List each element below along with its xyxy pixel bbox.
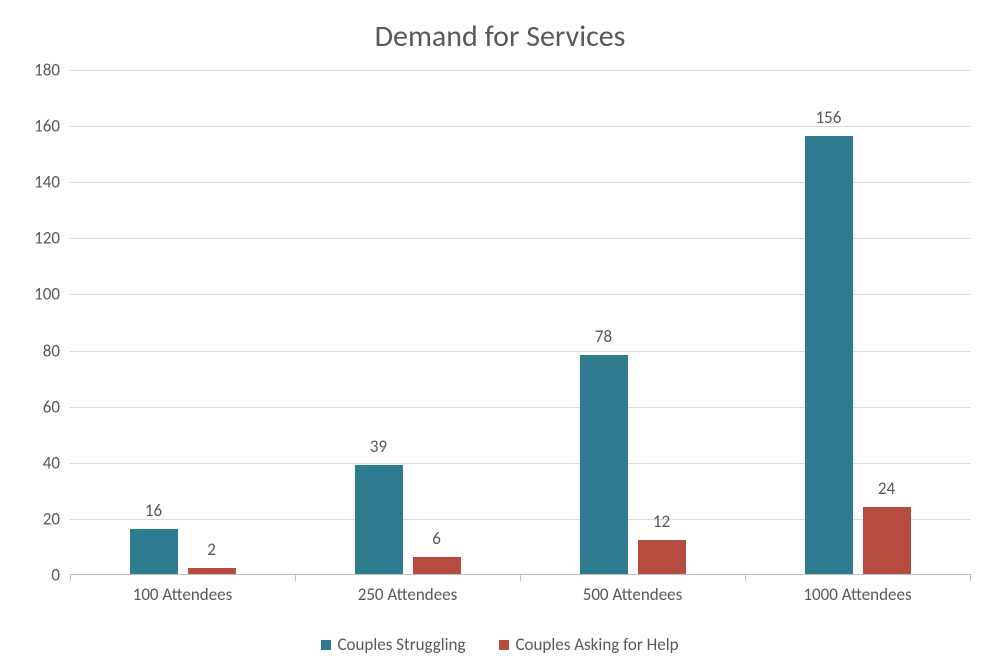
gridline <box>70 70 970 71</box>
bar: 16 <box>130 529 178 574</box>
bar: 24 <box>863 507 911 574</box>
y-tick-label: 160 <box>34 116 60 137</box>
bar: 156 <box>805 136 853 574</box>
bar-value-label: 6 <box>432 528 441 549</box>
bar-value-label: 78 <box>595 326 612 347</box>
legend-label: Couples Asking for Help <box>515 634 678 655</box>
legend-swatch <box>321 640 331 650</box>
y-tick-label: 0 <box>51 565 60 586</box>
bar-value-label: 156 <box>816 107 842 128</box>
legend-label: Couples Struggling <box>337 634 465 655</box>
plot-area: 020406080100120140160180162100 Attendees… <box>70 70 970 575</box>
x-tick-mark <box>745 574 746 581</box>
bar: 39 <box>355 465 403 574</box>
y-tick-label: 180 <box>34 60 60 81</box>
x-tick-label: 500 Attendees <box>583 584 683 605</box>
bar: 12 <box>638 540 686 574</box>
bar-value-label: 16 <box>145 500 162 521</box>
y-tick-label: 80 <box>43 340 60 361</box>
x-tick-mark <box>520 574 521 581</box>
bar-value-label: 2 <box>207 539 216 560</box>
bar: 2 <box>188 568 236 574</box>
x-tick-mark <box>295 574 296 581</box>
bar-value-label: 24 <box>878 478 895 499</box>
chart-container: Demand for Services 0 20 40 60 80 100 120 140 16… <box>0 0 1000 667</box>
y-tick-label: 140 <box>34 172 60 193</box>
legend: Couples Struggling Couples Asking for Hel… <box>0 634 1000 655</box>
y-tick-label: 40 <box>43 452 60 473</box>
x-tick-label: 1000 Attendees <box>803 584 911 605</box>
y-tick-label: 60 <box>43 396 60 417</box>
x-tick-label: 100 Attendees <box>133 584 233 605</box>
chart-title: Demand for Services <box>0 18 1000 55</box>
bar: 78 <box>580 355 628 574</box>
x-tick-mark <box>970 574 971 581</box>
legend-swatch <box>499 640 509 650</box>
x-tick-mark <box>70 574 71 581</box>
x-tick-label: 250 Attendees <box>358 584 458 605</box>
y-tick-label: 20 <box>43 508 60 529</box>
legend-item: Couples Asking for Help <box>499 634 678 655</box>
bar-value-label: 39 <box>370 436 387 457</box>
y-tick-label: 100 <box>34 284 60 305</box>
legend-item: Couples Struggling <box>321 634 465 655</box>
y-tick-label: 120 <box>34 228 60 249</box>
bar: 6 <box>413 557 461 574</box>
bar-value-label: 12 <box>653 511 670 532</box>
